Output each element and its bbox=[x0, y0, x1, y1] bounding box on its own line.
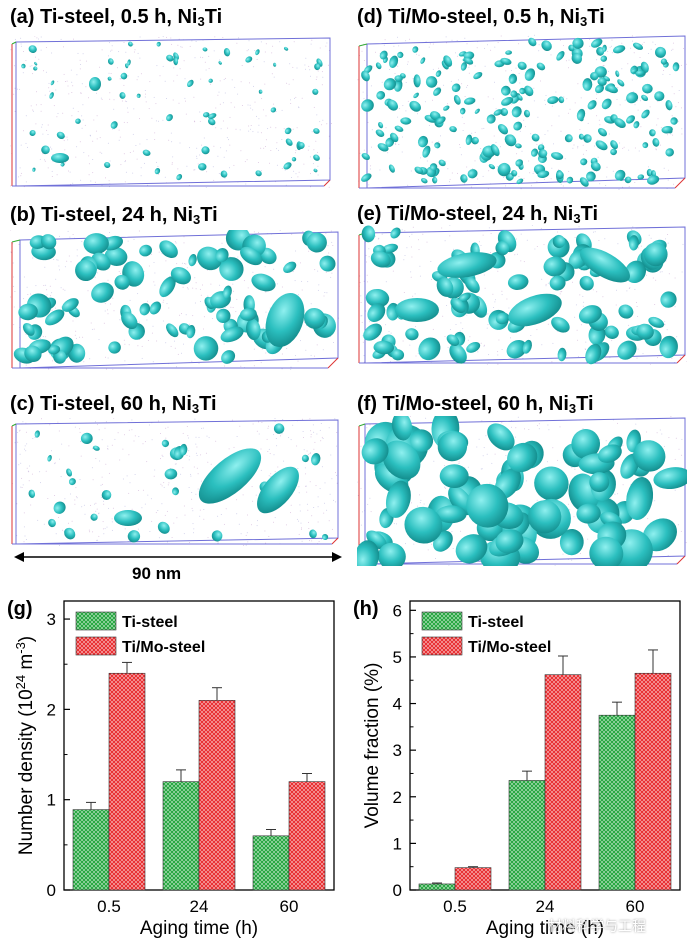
bar-ti-mo-steel-60 bbox=[634, 672, 672, 891]
panel-title-e: (e) Ti/Mo-steel, 24 h, Ni3Ti bbox=[357, 203, 598, 226]
bar-ti-steel-60 bbox=[252, 835, 290, 891]
bar-ti-steel-0.5 bbox=[418, 883, 456, 891]
bar-ti-mo-steel-24 bbox=[544, 674, 582, 891]
y-tick-label: 5 bbox=[393, 648, 402, 667]
panel-caption-e: Ti/Mo-steel, 24 h, Ni bbox=[387, 203, 574, 225]
panel-tail-f: Ti bbox=[576, 393, 594, 415]
panel-tail-b: Ti bbox=[200, 204, 218, 226]
apt-reconstruction-c bbox=[11, 418, 339, 546]
watermark: 材料科学与工程 bbox=[548, 919, 646, 935]
x-tick-label: 24 bbox=[190, 897, 209, 916]
panel-title-d: (d) Ti/Mo-steel, 0.5 h, Ni3Ti bbox=[357, 6, 605, 29]
panel-sub-d: 3 bbox=[580, 14, 588, 29]
panel-caption-c: Ti-steel, 60 h, Ni bbox=[40, 393, 192, 415]
panel-caption-a: Ti-steel, 0.5 h, Ni bbox=[40, 6, 198, 28]
panel-sub-e: 3 bbox=[573, 211, 581, 226]
bar-ti-mo-steel-0.5 bbox=[454, 867, 492, 891]
panel-label-b: (b) bbox=[10, 204, 36, 226]
panel-caption-f: Ti/Mo-steel, 60 h, Ni bbox=[382, 393, 569, 415]
apt-reconstruction-e bbox=[358, 225, 687, 365]
legend-swatch bbox=[75, 611, 117, 631]
y-tick-label: 1 bbox=[47, 791, 56, 810]
panel-label: (g) bbox=[7, 598, 33, 620]
bar-ti-mo-steel-24 bbox=[198, 700, 236, 891]
panel-caption-d: Ti/Mo-steel, 0.5 h, Ni bbox=[388, 6, 581, 28]
legend-swatch bbox=[421, 611, 463, 631]
panel-label-c: (c) bbox=[10, 393, 35, 415]
apt-reconstruction-a bbox=[10, 36, 332, 188]
bar-ti-steel-24 bbox=[508, 780, 546, 891]
x-axis-label: Aging time (h) bbox=[486, 918, 604, 939]
y-tick-label: 4 bbox=[393, 695, 402, 714]
chart-volume-fraction: 0 1 2 3 4 5 6 0.5 24 60 Ti-steel Ti/Mo-steel (h) Agin… bbox=[353, 598, 681, 939]
y-axis-label: Volume fraction (%) bbox=[362, 663, 383, 829]
panel-label: (h) bbox=[353, 598, 379, 620]
scale-bar bbox=[14, 552, 342, 562]
bar-ti-steel-60 bbox=[598, 714, 636, 891]
y-tick-label: 0 bbox=[47, 881, 56, 900]
y-tick-label: 0 bbox=[393, 881, 402, 900]
x-axis-label: Aging time (h) bbox=[140, 918, 258, 939]
y-tick-label: 2 bbox=[393, 788, 402, 807]
y-tick-label: 3 bbox=[393, 741, 402, 760]
panel-caption-b: Ti-steel, 24 h, Ni bbox=[41, 204, 194, 226]
bar-ti-steel-24 bbox=[162, 781, 200, 891]
y-tick-label: 1 bbox=[393, 834, 402, 853]
panel-tail-a: Ti bbox=[204, 6, 223, 28]
bar-ti-steel-0.5 bbox=[72, 809, 110, 891]
y-tick-label: 2 bbox=[47, 700, 56, 719]
panel-sub-a: 3 bbox=[197, 14, 205, 29]
panel-tail-c: Ti bbox=[199, 393, 217, 415]
panel-sub-c: 3 bbox=[191, 401, 200, 416]
panel-title-c: (c) Ti-steel, 60 h, Ni3Ti bbox=[10, 393, 217, 416]
legend-label: Ti-steel bbox=[468, 614, 524, 631]
x-tick-label: 0.5 bbox=[443, 897, 467, 916]
bar-ti-mo-steel-0.5 bbox=[108, 672, 146, 891]
y-tick-label: 3 bbox=[47, 610, 56, 629]
apt-reconstruction-b bbox=[10, 230, 339, 370]
panel-sub-b: 3 bbox=[193, 212, 201, 227]
panel-label-e: (e) bbox=[357, 203, 382, 225]
x-tick-label: 24 bbox=[536, 897, 555, 916]
panel-label-f: (f) bbox=[357, 393, 377, 415]
legend-swatch bbox=[421, 636, 463, 656]
x-tick-label: 60 bbox=[626, 897, 645, 916]
panel-tail-d: Ti bbox=[587, 6, 605, 28]
panel-title-f: (f) Ti/Mo-steel, 60 h, Ni3Ti bbox=[357, 393, 594, 416]
legend-label: Ti-steel bbox=[122, 614, 178, 631]
legend-label: Ti/Mo-steel bbox=[468, 639, 551, 656]
apt-reconstruction-d bbox=[357, 34, 687, 190]
y-axis-label: Number density (1024 m-3) bbox=[13, 636, 37, 855]
x-tick-label: 0.5 bbox=[97, 897, 121, 916]
panel-label-d: (d) bbox=[357, 6, 383, 28]
panel-title-a: (a) Ti-steel, 0.5 h, Ni3Ti bbox=[10, 6, 222, 29]
apt-reconstruction-f bbox=[357, 416, 687, 566]
panel-sub-f: 3 bbox=[568, 401, 577, 416]
scale-bar-label: 90 nm bbox=[132, 564, 182, 583]
legend-swatch bbox=[75, 636, 117, 656]
panel-tail-e: Ti bbox=[580, 203, 599, 225]
panel-title-b: (b) Ti-steel, 24 h, Ni3Ti bbox=[10, 204, 218, 227]
panel-label-a: (a) bbox=[10, 6, 35, 28]
legend-label: Ti/Mo-steel bbox=[122, 639, 205, 656]
x-tick-label: 60 bbox=[280, 897, 299, 916]
chart-number-density: 0 1 2 3 0.5 24 60 Ti-steel Ti/Mo-steel (g) Aging t… bbox=[7, 598, 335, 939]
bar-ti-mo-steel-60 bbox=[288, 781, 326, 891]
y-tick-label: 6 bbox=[393, 601, 402, 620]
